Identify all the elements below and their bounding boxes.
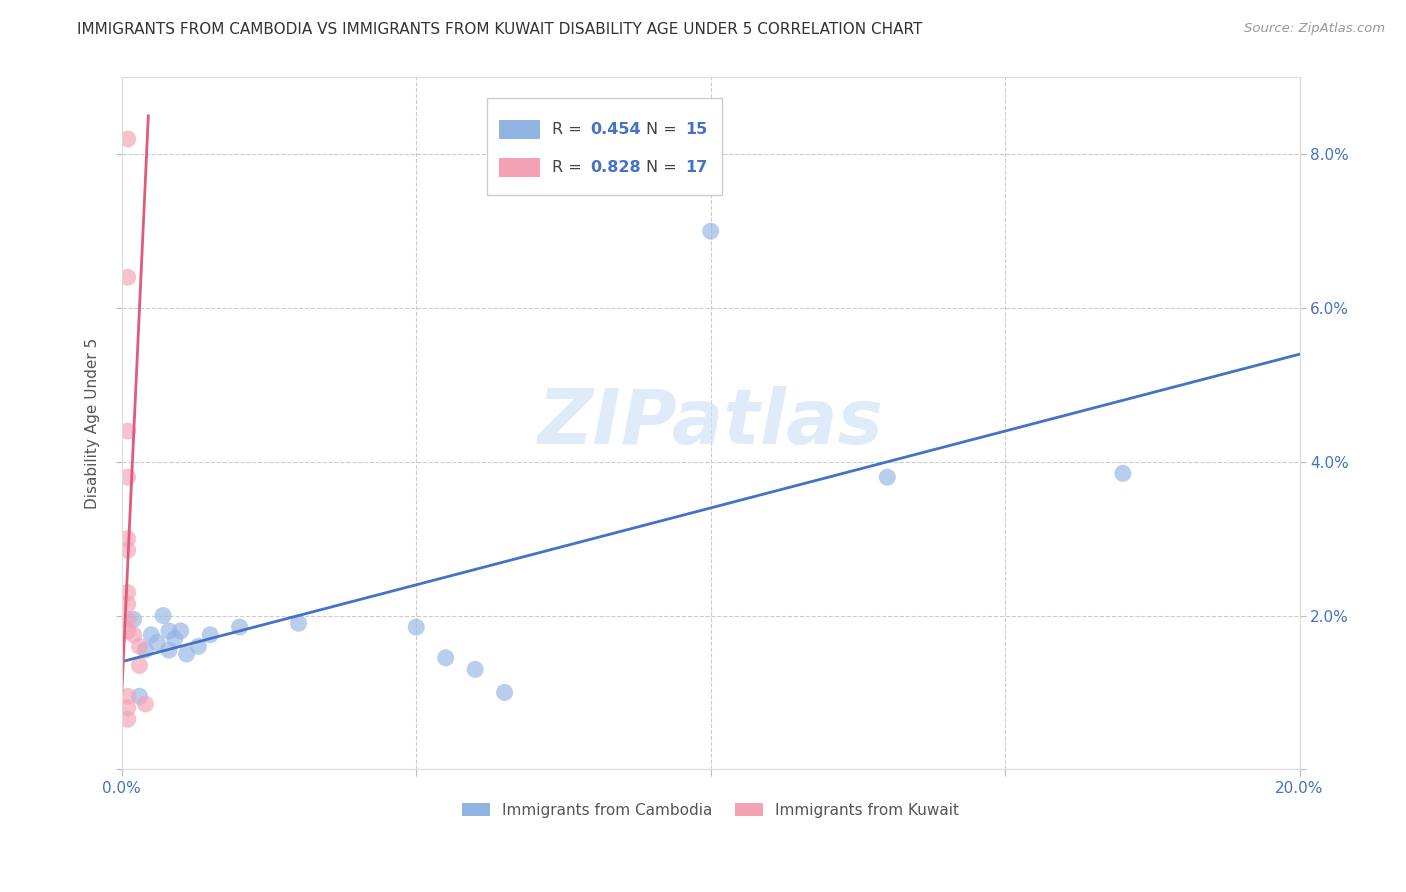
Text: 0.828: 0.828 bbox=[591, 160, 641, 175]
Bar bbox=[499, 158, 540, 178]
Point bbox=[141, 628, 163, 642]
Text: Source: ZipAtlas.com: Source: ZipAtlas.com bbox=[1244, 22, 1385, 36]
Point bbox=[122, 628, 145, 642]
Point bbox=[117, 270, 139, 285]
Point bbox=[146, 635, 169, 649]
Point bbox=[876, 470, 898, 484]
Text: 17: 17 bbox=[685, 160, 707, 175]
Point bbox=[117, 424, 139, 438]
FancyBboxPatch shape bbox=[486, 98, 723, 195]
Text: R =: R = bbox=[551, 122, 586, 136]
Point bbox=[152, 608, 174, 623]
Point bbox=[117, 612, 139, 626]
Point bbox=[117, 585, 139, 599]
Point bbox=[128, 658, 150, 673]
Point bbox=[434, 650, 457, 665]
Point bbox=[117, 712, 139, 726]
Legend: Immigrants from Cambodia, Immigrants from Kuwait: Immigrants from Cambodia, Immigrants fro… bbox=[456, 797, 965, 824]
Point bbox=[187, 640, 209, 654]
Text: IMMIGRANTS FROM CAMBODIA VS IMMIGRANTS FROM KUWAIT DISABILITY AGE UNDER 5 CORREL: IMMIGRANTS FROM CAMBODIA VS IMMIGRANTS F… bbox=[77, 22, 922, 37]
Point bbox=[128, 640, 150, 654]
Point bbox=[117, 690, 139, 704]
Text: R =: R = bbox=[551, 160, 586, 175]
Y-axis label: Disability Age Under 5: Disability Age Under 5 bbox=[86, 338, 100, 509]
Point bbox=[405, 620, 427, 634]
Point bbox=[1112, 467, 1135, 481]
Point bbox=[494, 685, 516, 699]
Text: N =: N = bbox=[645, 122, 682, 136]
Text: N =: N = bbox=[645, 160, 682, 175]
Point bbox=[157, 624, 180, 638]
Point bbox=[122, 612, 145, 626]
Point bbox=[117, 597, 139, 611]
Point bbox=[163, 632, 186, 646]
Point bbox=[117, 470, 139, 484]
Text: 15: 15 bbox=[685, 122, 707, 136]
Point bbox=[134, 643, 156, 657]
Point bbox=[198, 628, 221, 642]
Text: ZIPatlas: ZIPatlas bbox=[537, 386, 884, 460]
Point bbox=[464, 662, 486, 676]
Point bbox=[128, 690, 150, 704]
Text: 0.454: 0.454 bbox=[591, 122, 641, 136]
Point bbox=[117, 701, 139, 715]
Point bbox=[157, 643, 180, 657]
Point bbox=[170, 624, 193, 638]
Point bbox=[176, 647, 198, 661]
Bar bbox=[499, 120, 540, 139]
Point bbox=[117, 132, 139, 146]
Point bbox=[287, 616, 309, 631]
Point bbox=[134, 697, 156, 711]
Point bbox=[117, 532, 139, 546]
Point bbox=[117, 543, 139, 558]
Point bbox=[699, 224, 721, 238]
Point bbox=[117, 624, 139, 638]
Point bbox=[228, 620, 250, 634]
